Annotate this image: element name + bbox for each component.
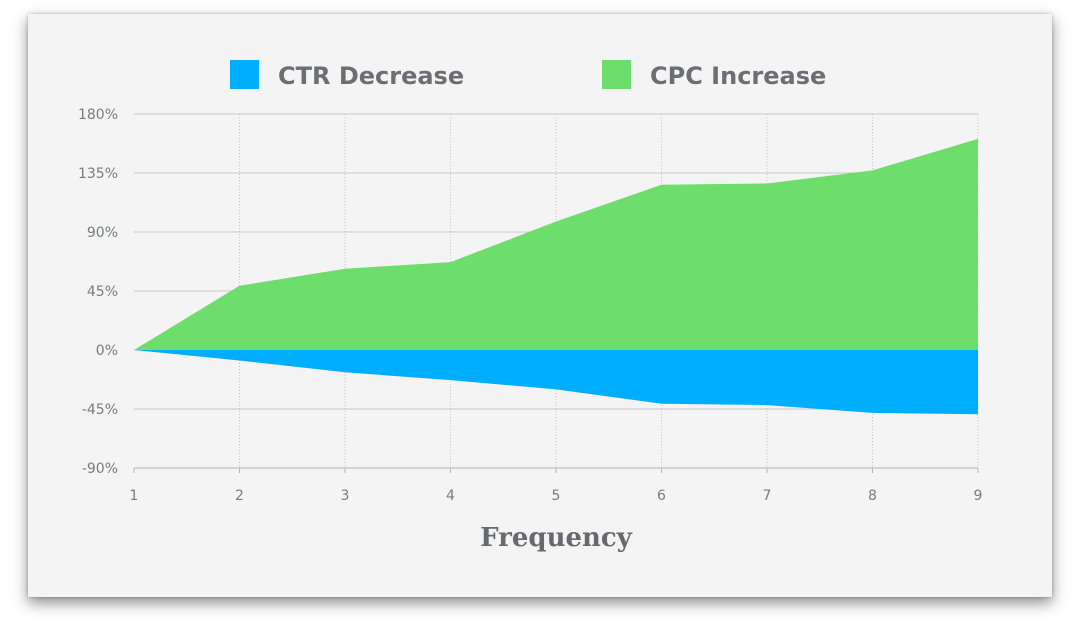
legend-label: CPC Increase (650, 62, 826, 90)
ctr-decrease-area (134, 350, 978, 415)
y-tick-label: 180% (78, 107, 118, 123)
cpc-increase-area (134, 138, 978, 350)
legend-swatch (602, 60, 631, 89)
x-tick-label: 6 (657, 488, 666, 504)
legend-label: CTR Decrease (278, 62, 464, 90)
y-tick-label: 135% (78, 166, 118, 182)
area-chart: -90% -45% 0% 45% 90% 135% 180% 1 2 3 4 5 6 7 8 9 CTR D… (78, 60, 983, 553)
y-tick-label: -90% (82, 461, 118, 477)
legend-swatch (230, 60, 259, 89)
x-tick-label: 8 (868, 488, 877, 504)
y-tick-labels: -90% -45% 0% 45% 90% 135% 180% (78, 107, 118, 477)
x-tick-label: 7 (763, 488, 772, 504)
x-tick-label: 1 (130, 488, 139, 504)
y-tick-label: 0% (96, 343, 118, 359)
x-tick-label: 3 (341, 488, 350, 504)
x-tick-label: 4 (446, 488, 455, 504)
axes (133, 467, 979, 473)
x-tick-label: 5 (552, 488, 561, 504)
x-tick-labels: 1 2 3 4 5 6 7 8 9 (130, 488, 983, 504)
chart-card: -90% -45% 0% 45% 90% 135% 180% 1 2 3 4 5 6 7 8 9 CTR D… (28, 14, 1052, 597)
y-tick-label: 90% (87, 225, 118, 241)
x-tick-label: 2 (235, 488, 244, 504)
x-axis-title: Frequency (480, 523, 633, 553)
y-tick-label: 45% (87, 284, 118, 300)
y-tick-label: -45% (82, 402, 118, 418)
series-areas (133, 138, 979, 415)
x-tick-label: 9 (974, 488, 983, 504)
legend: CTR Decrease CPC Increase (230, 60, 826, 90)
